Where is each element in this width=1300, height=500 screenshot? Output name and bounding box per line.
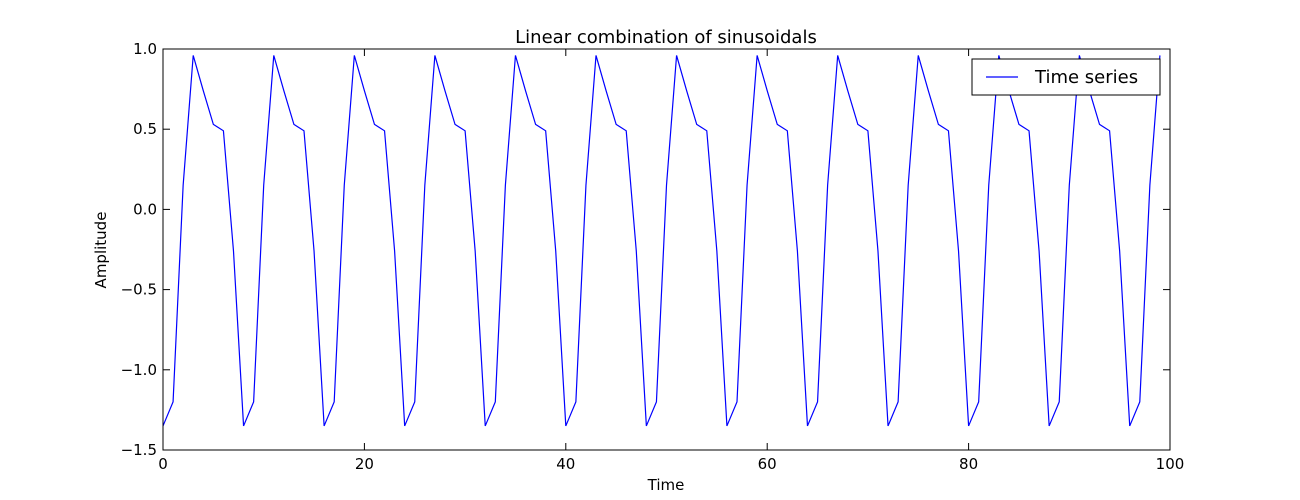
series-layer xyxy=(162,55,1161,427)
x-tick-label: 100 xyxy=(1156,455,1185,473)
y-tick-label: −1.0 xyxy=(121,361,157,379)
y-tick-label: 0.5 xyxy=(133,120,157,138)
legend-label-time-series: Time series xyxy=(1034,67,1138,88)
x-tick-label: 80 xyxy=(959,455,978,473)
plot-frame xyxy=(162,48,1171,451)
y-tick-label: 0.0 xyxy=(133,200,157,218)
x-tick-label: 40 xyxy=(556,455,575,473)
legend: Time series xyxy=(971,58,1161,96)
chart-title: Linear combination of sinusoidals xyxy=(515,27,817,48)
x-tick-label: 20 xyxy=(355,455,374,473)
series-line-0 xyxy=(162,55,1161,427)
x-axis-label: Time xyxy=(647,476,685,494)
y-tick-label: −1.5 xyxy=(121,441,157,459)
y-tick-label: −0.5 xyxy=(121,281,157,299)
x-tick-label: 0 xyxy=(158,455,168,473)
x-axis: 0 20 40 60 80 100 xyxy=(158,49,1184,473)
y-tick-label: 1.0 xyxy=(133,40,157,58)
y-axis: −1.5 −1.0 −0.5 0.0 0.5 1.0 xyxy=(121,40,1170,459)
x-tick-label: 60 xyxy=(758,455,777,473)
y-axis-label: Amplitude xyxy=(92,212,110,289)
plot-area xyxy=(162,48,1171,451)
plot-background xyxy=(163,49,1170,450)
